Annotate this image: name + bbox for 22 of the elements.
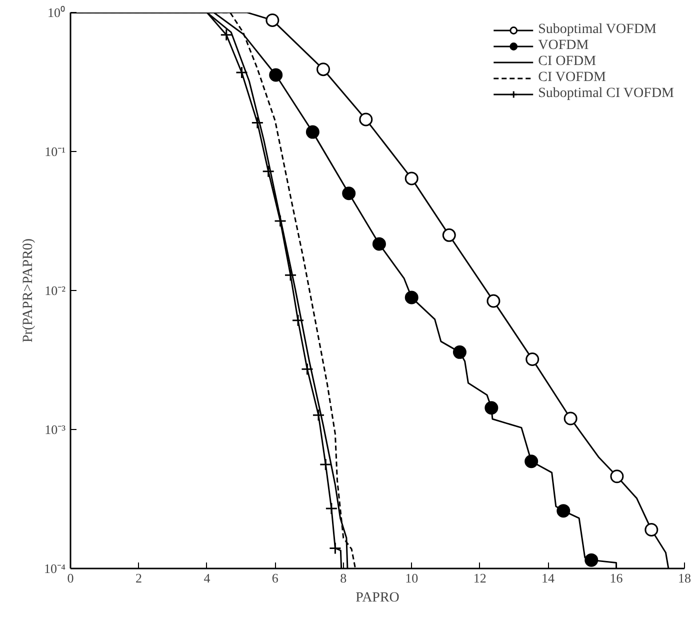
x-tick-label: 8: [340, 570, 347, 586]
y-tick-label: 10⁻¹: [44, 144, 66, 159]
x-tick-label: 14: [542, 570, 556, 586]
x-tick-label: 12: [473, 570, 486, 586]
legend-label: CI OFDM: [538, 54, 596, 70]
x-axis-title: PAPRO: [356, 590, 400, 606]
x-tick-label: 18: [678, 570, 691, 586]
x-tick-label: 6: [272, 570, 279, 586]
y-tick-label: 10⁰: [48, 5, 66, 20]
legend-label: Suboptimal VOFDM: [538, 22, 656, 38]
x-tick-label: 0: [67, 570, 74, 586]
legend-label: Suboptimal CI VOFDM: [538, 86, 674, 102]
x-tick-label: 4: [204, 570, 211, 586]
x-tick-label: 16: [610, 570, 624, 586]
y-tick-label: 10⁻³: [44, 422, 66, 437]
y-tick-label: 10⁻²: [44, 283, 66, 298]
legend-label: CI VOFDM: [538, 70, 606, 86]
legend-label: VOFDM: [538, 38, 589, 54]
y-axis-title: Pr(PAPR>PAPR0): [20, 238, 36, 343]
x-tick-label: 2: [135, 570, 142, 586]
x-tick-label: 10: [405, 570, 418, 586]
y-tick-label: 10⁻⁴: [44, 561, 66, 576]
